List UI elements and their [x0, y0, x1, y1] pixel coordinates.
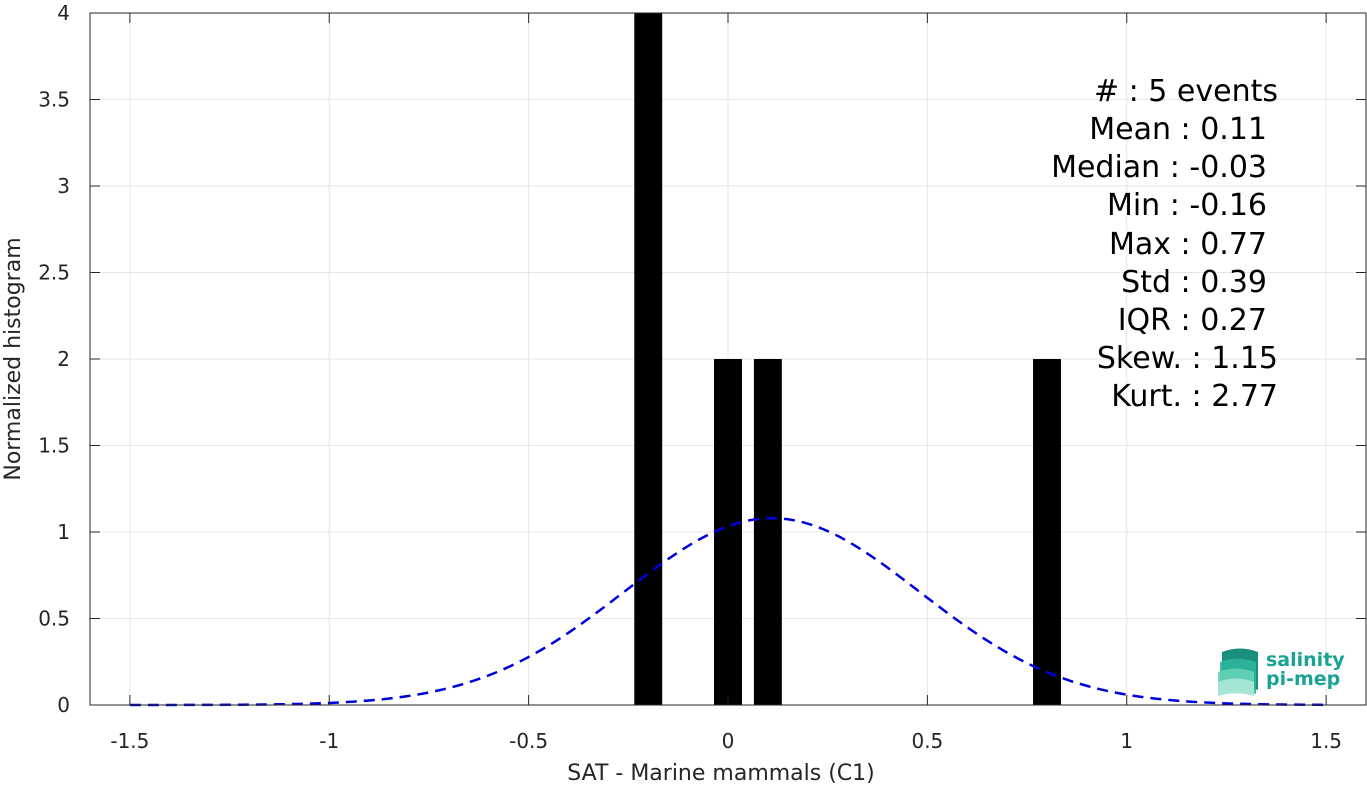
y-tick-label-1: 0.5	[38, 607, 70, 631]
y-axis-label: Normalized histogram	[1, 237, 26, 480]
y-tick-label-3: 1.5	[38, 434, 70, 458]
x-axis-label: SAT - Marine mammals (C1)	[567, 761, 875, 785]
stat-std: Std : 0.39	[1121, 265, 1267, 300]
histogram-bar-1	[714, 359, 742, 705]
stat-kurt: Kurt. : 2.77	[1111, 379, 1278, 414]
salinity-pi-mep-logo: salinity pi-mep	[1218, 648, 1345, 696]
logo-line-2: pi-mep	[1266, 668, 1340, 690]
histogram-bars	[634, 13, 1061, 705]
y-tick-label-5: 2.5	[38, 261, 70, 285]
stat-mean: Mean : 0.11	[1089, 112, 1267, 147]
histogram-bar-2	[753, 359, 782, 705]
x-tick-label-4: 0.5	[911, 729, 943, 753]
stat-median: Median : -0.03	[1051, 150, 1267, 185]
stat-iqr: IQR : 0.27	[1118, 303, 1267, 338]
x-axis-ticks: -1.5 -1 -0.5 0 0.5 1 1.5	[110, 13, 1342, 753]
stat-min: Min : -0.16	[1107, 188, 1267, 223]
y-tick-label-0: 0	[57, 693, 70, 717]
y-tick-label-8: 4	[57, 1, 70, 25]
y-axis-ticks: 0 0.5 1 1.5 2 2.5 3 3.5 4	[38, 1, 1366, 717]
statistics-annotation: # : 5 events Mean : 0.11 Median : -0.03 …	[1051, 74, 1278, 414]
y-tick-label-6: 3	[57, 174, 70, 198]
x-tick-label-5: 1	[1120, 729, 1133, 753]
wave-layers-icon	[1218, 648, 1258, 696]
x-tick-label-6: 1.5	[1310, 729, 1342, 753]
x-tick-label-2: -0.5	[509, 729, 548, 753]
histogram-bar-3	[1033, 359, 1061, 705]
x-tick-label-1: -1	[319, 729, 339, 753]
grid-lines	[90, 12, 1366, 706]
stat-max: Max : 0.77	[1109, 227, 1267, 262]
y-tick-label-7: 3.5	[38, 88, 70, 112]
y-tick-label-2: 1	[57, 520, 70, 544]
logo-line-1: salinity	[1266, 649, 1345, 671]
y-tick-label-4: 2	[57, 347, 70, 371]
stat-skew: Skew. : 1.15	[1097, 341, 1278, 376]
x-tick-label-0: -1.5	[110, 729, 149, 753]
x-tick-label-3: 0	[722, 729, 735, 753]
histogram-bar-0	[634, 13, 663, 705]
stat-events: # : 5 events	[1094, 74, 1278, 109]
